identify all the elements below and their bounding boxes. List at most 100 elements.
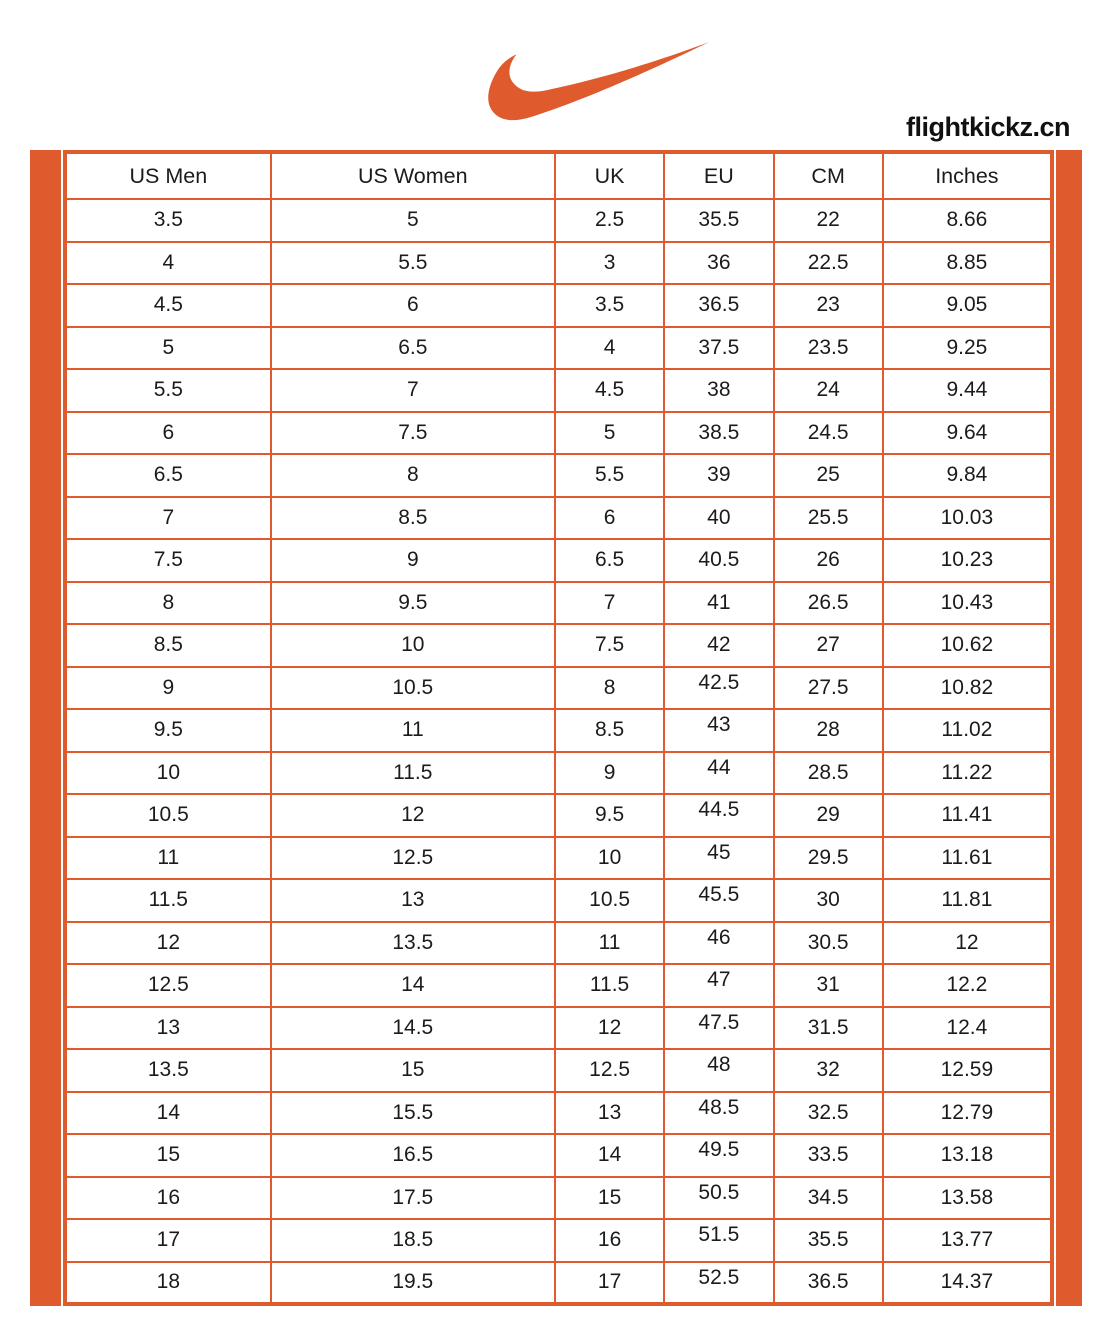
table-cell: 6.5 xyxy=(553,538,666,583)
table-cell: 44 xyxy=(663,750,775,795)
table-cell: 11.41 xyxy=(881,793,1054,838)
table-cell: 8.66 xyxy=(881,198,1054,243)
table-cell: 12 xyxy=(269,793,556,838)
table-cell: 13.5 xyxy=(269,920,556,965)
table-cell: 12 xyxy=(881,920,1054,965)
table-cell: 14.5 xyxy=(269,1005,556,1050)
table-cell: 28 xyxy=(772,708,884,753)
table-cell: 26 xyxy=(772,538,884,583)
table-cell: 45.5 xyxy=(663,878,775,923)
table-cell: 24 xyxy=(772,368,884,413)
table-cell: 9.5 xyxy=(269,580,556,625)
table-row: 5 6.5 4 37.5 23.5 9.25 xyxy=(64,325,1054,370)
table-row: 15 16.5 14 49.5 33.5 13.18 xyxy=(64,1133,1054,1178)
table-cell: 10.62 xyxy=(881,623,1054,668)
table-cell: 9.5 xyxy=(64,708,272,753)
column-header: EU xyxy=(663,151,775,200)
table-cell: 6 xyxy=(64,410,272,455)
table-row: 14 15.5 13 48.5 32.5 12.79 xyxy=(64,1090,1054,1135)
table-cell: 8.5 xyxy=(269,495,556,540)
table-cell: 12.2 xyxy=(881,963,1054,1008)
table-cell: 27.5 xyxy=(772,665,884,710)
table-cell: 5 xyxy=(553,410,666,455)
column-header: UK xyxy=(553,151,666,200)
table-cell: 17.5 xyxy=(269,1175,556,1220)
table-cell: 33.5 xyxy=(772,1133,884,1178)
table-cell: 12.4 xyxy=(881,1005,1054,1050)
table-row: 9 10.5 8 42.5 27.5 10.82 xyxy=(64,665,1054,710)
table-cell: 11.81 xyxy=(881,878,1054,923)
table-cell: 4.5 xyxy=(553,368,666,413)
table-cell: 12.5 xyxy=(269,835,556,880)
table-cell: 27 xyxy=(772,623,884,668)
table-cell: 50.5 xyxy=(663,1175,775,1220)
table-cell: 15.5 xyxy=(269,1090,556,1135)
table-cell: 22.5 xyxy=(772,240,884,285)
table-cell: 11.5 xyxy=(553,963,666,1008)
table-cell: 47.5 xyxy=(663,1005,775,1050)
header-row: US Men US Women UK EU CM Inches xyxy=(64,151,1054,200)
table-cell: 52.5 xyxy=(663,1260,775,1305)
table-cell: 8 xyxy=(64,580,272,625)
table-cell: 37.5 xyxy=(663,325,775,370)
table-row: 10.5 12 9.5 44.5 29 11.41 xyxy=(64,793,1054,838)
table-cell: 11 xyxy=(553,920,666,965)
table-cell: 2.5 xyxy=(553,198,666,243)
table-cell: 11.02 xyxy=(881,708,1054,753)
table-cell: 41 xyxy=(663,580,775,625)
table-cell: 3.5 xyxy=(64,198,272,243)
table-cell: 29 xyxy=(772,793,884,838)
site-watermark: flightkickz.cn xyxy=(905,112,1071,142)
table-cell: 10.03 xyxy=(881,495,1054,540)
table-cell: 47 xyxy=(663,963,775,1008)
table-cell: 43 xyxy=(663,708,775,753)
table-cell: 29.5 xyxy=(772,835,884,880)
table-cell: 8.5 xyxy=(64,623,272,668)
table-cell: 39 xyxy=(663,453,775,498)
table-cell: 22 xyxy=(772,198,884,243)
table-cell: 14 xyxy=(553,1133,666,1178)
table-cell: 42.5 xyxy=(663,665,775,710)
table-cell: 13 xyxy=(269,878,556,923)
column-header: US Women xyxy=(269,151,556,200)
table-cell: 12.5 xyxy=(553,1048,666,1093)
table-cell: 6 xyxy=(269,283,556,328)
table-cell: 11.22 xyxy=(881,750,1054,795)
table-cell: 35.5 xyxy=(772,1218,884,1263)
table-cell: 24.5 xyxy=(772,410,884,455)
table-row: 12 13.5 11 46 30.5 12 xyxy=(64,920,1054,965)
table-row: 11.5 13 10.5 45.5 30 11.81 xyxy=(64,878,1054,923)
table-cell: 11.5 xyxy=(64,878,272,923)
table-cell: 13 xyxy=(553,1090,666,1135)
table-cell: 25 xyxy=(772,453,884,498)
table-cell: 35.5 xyxy=(663,198,775,243)
table-row: 8.5 10 7.5 42 27 10.62 xyxy=(64,623,1054,668)
table-cell: 13 xyxy=(64,1005,272,1050)
table-cell: 18 xyxy=(64,1260,272,1305)
table-cell: 5.5 xyxy=(269,240,556,285)
table-cell: 6.5 xyxy=(64,453,272,498)
table-row: 6 7.5 5 38.5 24.5 9.64 xyxy=(64,410,1054,455)
table-row: 9.5 11 8.5 43 28 11.02 xyxy=(64,708,1054,753)
size-table: US Men US Women UK EU CM Inches 3.5 5 2.5 35.5 22… xyxy=(63,150,1054,1306)
table-cell: 51.5 xyxy=(663,1218,775,1263)
table-cell: 15 xyxy=(64,1133,272,1178)
table-cell: 36.5 xyxy=(772,1260,884,1305)
table-cell: 15 xyxy=(553,1175,666,1220)
table-cell: 9.84 xyxy=(881,453,1054,498)
table-cell: 10 xyxy=(269,623,556,668)
table-cell: 12.59 xyxy=(881,1048,1054,1093)
table-row: 11 12.5 10 45 29.5 11.61 xyxy=(64,835,1054,880)
table-cell: 9.25 xyxy=(881,325,1054,370)
table-row: 10 11.5 9 44 28.5 11.22 xyxy=(64,750,1054,795)
table-cell: 31 xyxy=(772,963,884,1008)
table-cell: 13.58 xyxy=(881,1175,1054,1220)
table-cell: 4 xyxy=(553,325,666,370)
table-cell: 40.5 xyxy=(663,538,775,583)
table-row: 13.5 15 12.5 48 32 12.59 xyxy=(64,1048,1054,1093)
table-row: 17 18.5 16 51.5 35.5 13.77 xyxy=(64,1218,1054,1263)
table-cell: 3.5 xyxy=(553,283,666,328)
column-header: Inches xyxy=(881,151,1054,200)
table-row: 6.5 8 5.5 39 25 9.84 xyxy=(64,453,1054,498)
table-cell: 23.5 xyxy=(772,325,884,370)
